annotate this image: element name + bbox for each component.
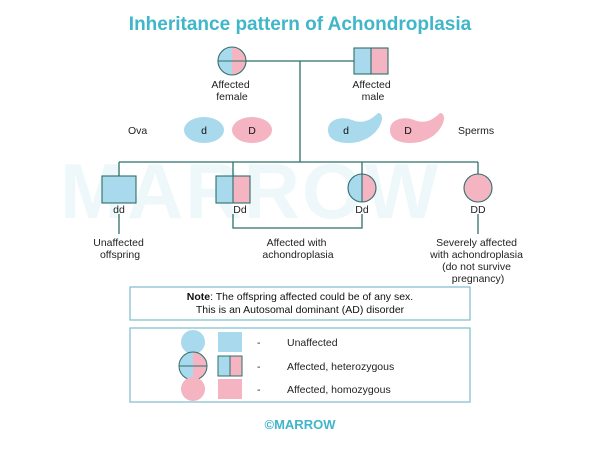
legend-dash-2: -: [257, 361, 261, 373]
genotype-DD: DD: [470, 204, 486, 216]
svg-text:D: D: [248, 125, 256, 137]
affected-male-label: Affected male: [352, 79, 393, 103]
svg-text:d: d: [201, 125, 207, 137]
sperm-D: D: [390, 113, 444, 143]
footer-brand: ©MARROW: [265, 417, 337, 432]
genotype-Dd-male: Dd: [233, 204, 247, 216]
sperm-d: d: [328, 113, 382, 143]
genotype-Dd-female: Dd: [355, 204, 369, 216]
affected-female-label: Affected female: [211, 79, 252, 103]
note-box: Note: The offspring affected could be of…: [129, 286, 471, 321]
legend-unaffected-label: Unaffected: [287, 337, 338, 349]
offspring-severely-affected-female: [463, 173, 493, 203]
pedigree-lines: [118, 60, 479, 234]
legend-unaffected-symbols: [181, 330, 242, 354]
legend-box: - Unaffected - Affected, heterozygous - …: [129, 327, 471, 403]
legend-heterozygous-label: Affected, heterozygous: [287, 361, 394, 373]
page-title: Inheritance pattern of Achondroplasia: [129, 14, 472, 35]
ova-label: Ova: [128, 125, 147, 137]
affected-male-symbol: [353, 47, 389, 75]
legend-homozygous-symbols: [181, 377, 242, 401]
legend-dash-3: -: [257, 384, 261, 396]
offspring-affected-female: [347, 173, 377, 203]
unaffected-offspring-label: Unaffected offspring: [93, 237, 147, 261]
genotype-dd: dd: [113, 204, 125, 216]
legend-homozygous-label: Affected, homozygous: [287, 384, 391, 396]
offspring-affected-male: [215, 175, 251, 204]
svg-text:d: d: [343, 125, 349, 137]
offspring-unaffected-male: [101, 175, 137, 204]
affected-female-symbol: [217, 46, 247, 76]
severely-affected-label: Severely affected with achondroplasia (d…: [429, 237, 526, 285]
ovum-D: D: [232, 117, 272, 143]
note-line-2: This is an Autosomal dominant (AD) disor…: [196, 304, 405, 316]
affected-offspring-label: Affected with achondroplasia: [262, 237, 333, 261]
sperms-label: Sperms: [458, 125, 494, 137]
ovum-d: d: [184, 117, 224, 143]
note-line-1: Note: The offspring affected could be of…: [187, 291, 413, 303]
legend-dash-1: -: [257, 337, 261, 349]
svg-text:D: D: [404, 125, 412, 137]
legend-heterozygous-symbols: [178, 351, 243, 381]
